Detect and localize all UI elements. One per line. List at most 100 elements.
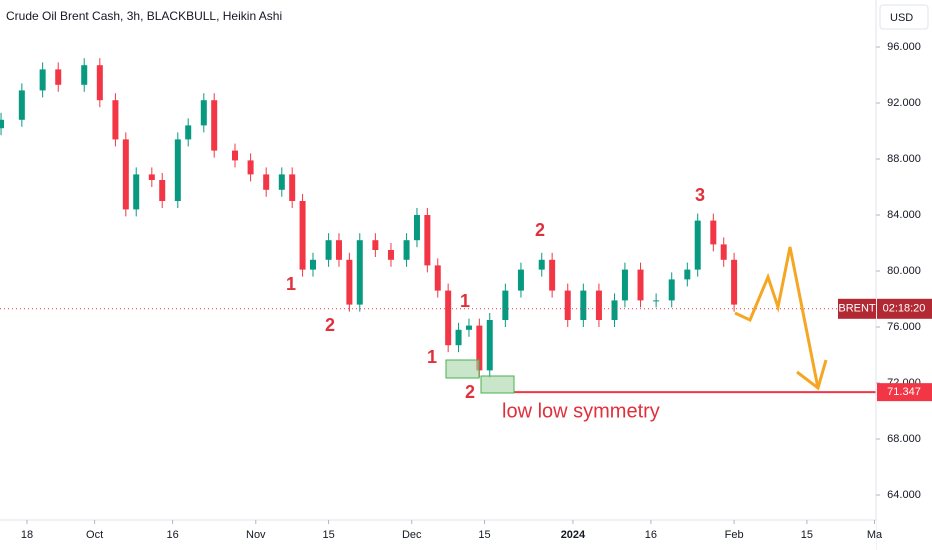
annotation: 2 [325,315,335,335]
candle-body [465,325,472,330]
candle-body [486,319,493,371]
candle-body [335,240,342,260]
zone-box [480,375,515,394]
annotation: 1 [427,347,437,367]
candle-body [387,249,394,260]
candle-body [200,100,207,126]
candle-body [668,279,675,301]
candle-body [39,69,46,91]
candle-body [325,240,332,260]
candle-body [694,220,701,270]
candle-body [81,65,88,85]
y-tick-label: 80.000 [887,265,921,277]
y-tick-label: 64.000 [887,489,921,501]
x-tick-label: 2024 [561,529,586,541]
candle-body [174,139,181,201]
annotation: low low symmetry [502,400,660,422]
candle-body [0,119,5,129]
candle-body [731,259,738,305]
x-tick-label: 15 [478,529,490,541]
annotation: 1 [286,274,296,294]
projection-path [734,246,820,389]
time-axis [0,520,876,550]
candle-body [211,100,218,151]
chart-title: Crude Oil Brent Cash, 3h, BLACKBULL, Hei… [6,9,282,23]
candle-body [55,69,62,85]
candle-body [549,259,556,291]
candle-body [434,265,441,291]
zone-box [445,359,480,379]
candle-body [564,290,571,320]
x-tick-label: Feb [725,529,744,541]
candle-body [476,325,483,371]
candle-body [720,244,727,260]
candle-body [148,174,155,180]
candle-body [346,259,353,305]
y-tick-label: 84.000 [887,209,921,221]
x-tick-label: 16 [166,529,178,541]
axes: 64.00068.00072.00076.00080.00084.00088.0… [21,41,932,541]
candle-body [299,200,306,270]
annotation: 3 [695,185,705,205]
candle-body [96,65,103,101]
candle-body [684,269,691,280]
currency-label: USD [890,12,913,24]
candle-body [653,300,660,302]
candle-body [445,290,452,346]
candle-body [289,174,296,201]
candle-body [637,269,644,301]
currency-button[interactable] [879,4,929,30]
candle-body [611,300,618,320]
projection-arrow [796,359,828,391]
x-tick-label: 15 [801,529,813,541]
candle-body [580,290,587,320]
x-tick-label: Ma [867,529,883,541]
candle-body [502,290,509,320]
y-tick-label: 92.000 [887,97,921,109]
plot-area [0,58,876,394]
level-badge [877,383,932,402]
candle-body [403,240,410,260]
x-tick-label: Nov [246,529,266,541]
y-tick-label: 76.000 [887,321,921,333]
candle-body [413,214,420,241]
x-tick-label: Dec [402,529,422,541]
y-tick-label: 68.000 [887,433,921,445]
symbol-badge [838,298,876,319]
candle-body [231,150,238,161]
candle-body [159,179,166,201]
candle-body [595,290,602,320]
price-axis [876,0,932,550]
candle-body [424,214,431,266]
candle-body [538,259,545,270]
x-tick-label: Oct [86,529,103,541]
annotation: 2 [465,382,475,402]
x-tick-label: 15 [322,529,334,541]
x-tick-label: 18 [21,529,33,541]
y-tick-label: 88.000 [887,153,921,165]
candle-body [133,174,140,210]
countdown-label: 02:18:20 [883,303,926,315]
candle-body [185,125,192,140]
candle-body [278,174,285,190]
candle-body [263,174,270,190]
candle-body [372,240,379,250]
candle-body [710,220,717,245]
candle-body [309,259,316,270]
candle-body [356,240,363,305]
annotation: 1 [460,291,470,311]
y-tick-label: 96.000 [887,41,921,53]
level-label: 71.347 [887,386,921,398]
countdown-badge [877,298,932,319]
annotation: 2 [535,220,545,240]
candle-body [112,100,119,140]
candle-body [247,160,254,175]
candle-body [455,329,462,346]
candle-body [18,90,25,120]
x-tick-label: 16 [645,529,657,541]
candle-body [517,269,524,291]
symbol-label: BRENT [838,303,876,315]
candle-body [621,269,628,301]
